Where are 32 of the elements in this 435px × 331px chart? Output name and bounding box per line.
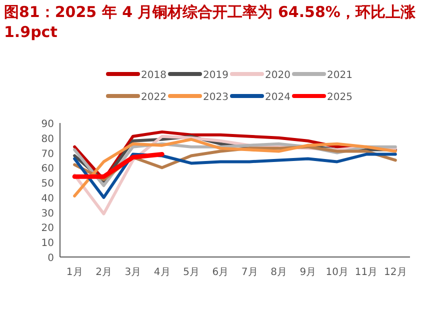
line-series (73, 138, 397, 198)
y-tick-label: 30 (41, 208, 54, 220)
legend-label: 2022 (141, 92, 166, 103)
x-tick-label: 5月 (183, 267, 200, 278)
y-tick-label: 10 (41, 238, 54, 250)
y-tick-label: 50 (41, 178, 54, 190)
chart-title: 图81：2025 年 4 月铜材综合开工率为 64.58%，环比上涨 1.9pct (4, 2, 416, 42)
x-tick-label: 2月 (96, 267, 112, 278)
y-tick-label: 20 (41, 223, 54, 234)
x-tick-label: 1月 (66, 267, 83, 278)
y-tick-label: 70 (41, 148, 54, 160)
y-tick-label: 80 (41, 134, 54, 145)
y-tick-label: 40 (41, 193, 54, 204)
x-tick-label: 8月 (270, 267, 287, 278)
x-tick-label: 6月 (212, 267, 229, 278)
legend-label: 2019 (203, 70, 228, 81)
x-tick-label: 9月 (300, 267, 316, 278)
x-tick-label: 4月 (154, 267, 170, 278)
y-tick-label: 0 (48, 253, 54, 264)
x-tick-label: 10月 (326, 267, 348, 278)
y-tick-label: 90 (41, 119, 54, 130)
legend-label: 2024 (265, 92, 290, 103)
y-tick-label: 60 (41, 164, 54, 175)
x-tick-label: 7月 (241, 267, 258, 278)
legend-label: 2021 (327, 70, 352, 81)
x-tick-label: 3月 (124, 267, 142, 278)
x-tick-label: 11月 (354, 267, 378, 278)
legend-label: 2023 (203, 92, 228, 103)
x-tick-label: 12月 (384, 267, 407, 278)
legend-label: 2020 (265, 70, 290, 81)
legend-label: 2018 (141, 70, 166, 81)
legend-label: 2025 (327, 92, 352, 103)
